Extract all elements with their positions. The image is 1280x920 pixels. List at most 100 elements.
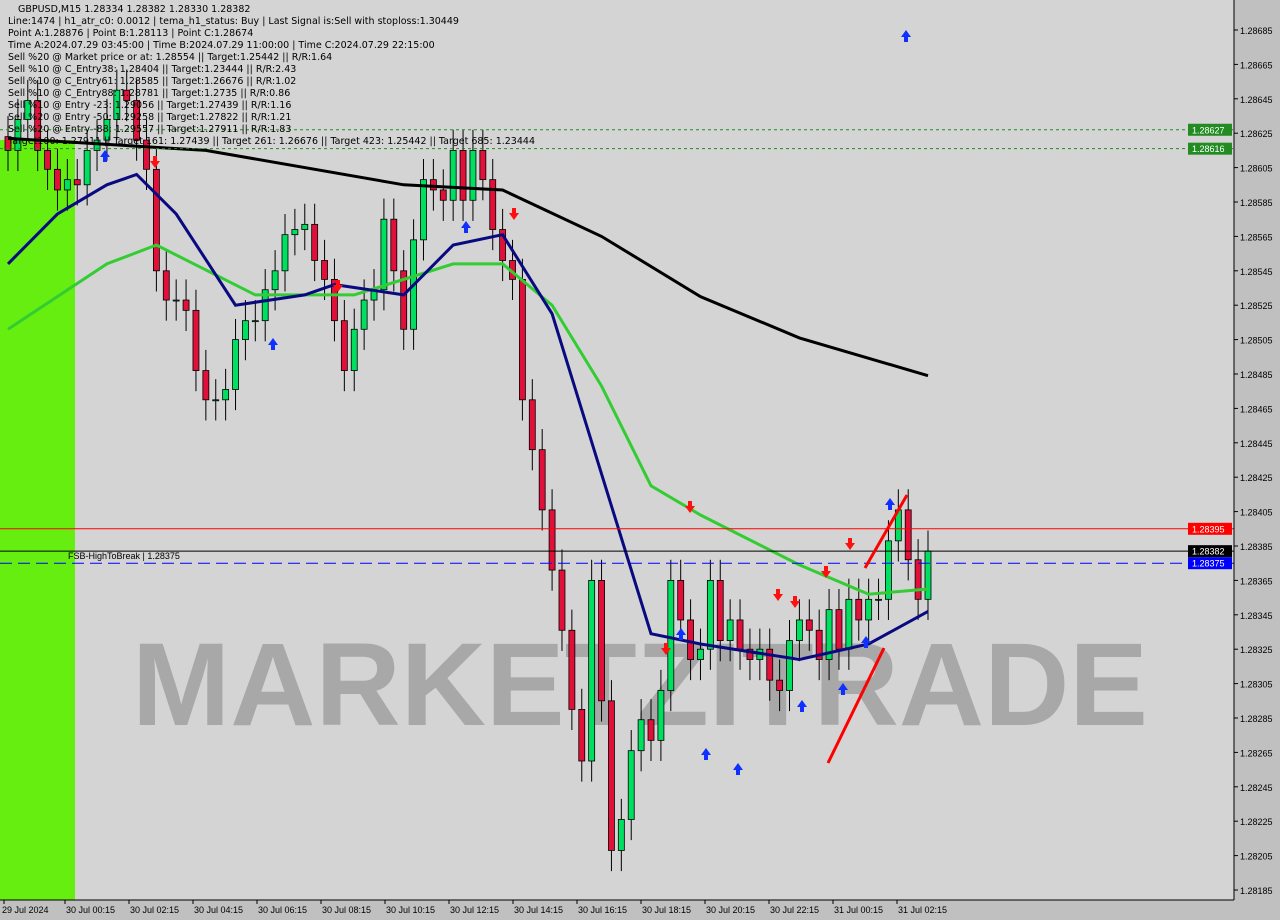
candle-body bbox=[4, 136, 12, 151]
arrow-up-icon bbox=[676, 628, 686, 640]
candle-body bbox=[766, 648, 774, 681]
candle-body bbox=[914, 559, 922, 600]
candle bbox=[914, 539, 922, 620]
y-tick-label: 1.28505 bbox=[1240, 336, 1273, 346]
x-tick-label: 30 Jul 02:15 bbox=[130, 905, 179, 915]
candle-body bbox=[83, 149, 91, 186]
y-tick-label: 1.28445 bbox=[1240, 439, 1273, 449]
candle-body bbox=[123, 89, 131, 101]
y-tick-label: 1.28605 bbox=[1240, 164, 1273, 174]
info-line: Sell %10 @ C_Entry61: 1.28585 || Target:… bbox=[8, 76, 297, 87]
candle-body bbox=[133, 100, 141, 141]
candle bbox=[825, 589, 833, 681]
candle bbox=[202, 349, 210, 421]
y-tick-label: 1.28205 bbox=[1240, 852, 1273, 862]
candle bbox=[340, 300, 348, 392]
candle-body bbox=[242, 320, 249, 340]
candle bbox=[538, 429, 546, 531]
x-tick-label: 30 Jul 14:15 bbox=[514, 905, 563, 915]
candle bbox=[291, 208, 299, 256]
candle-body bbox=[815, 629, 823, 660]
arrow-down-icon bbox=[685, 501, 695, 513]
candle bbox=[331, 258, 338, 342]
y-tick-label: 1.28325 bbox=[1240, 645, 1273, 655]
price-tag-label: 1.28616 bbox=[1192, 144, 1225, 154]
candle-body bbox=[608, 700, 615, 851]
arrow-up-icon bbox=[100, 150, 110, 162]
candle-body bbox=[14, 119, 22, 151]
y-tick-label: 1.28525 bbox=[1240, 301, 1273, 311]
y-tick-label: 1.28645 bbox=[1240, 95, 1273, 105]
price-tag-label: 1.28375 bbox=[1192, 559, 1225, 569]
price-tag-label: 1.28395 bbox=[1192, 524, 1225, 534]
candle-body bbox=[321, 260, 328, 280]
candle-body bbox=[400, 270, 408, 330]
candle bbox=[637, 699, 645, 772]
candle-body bbox=[795, 619, 803, 642]
candle bbox=[311, 203, 319, 282]
candle-body bbox=[627, 750, 635, 820]
candle-body bbox=[588, 580, 596, 762]
candle bbox=[578, 688, 586, 782]
candle-body bbox=[786, 640, 793, 691]
x-tick-label: 30 Jul 06:15 bbox=[258, 905, 307, 915]
trend-line bbox=[863, 494, 909, 569]
candle-body bbox=[825, 609, 833, 660]
arrow-up-icon bbox=[733, 763, 743, 775]
y-tick-label: 1.28365 bbox=[1240, 576, 1273, 586]
candle bbox=[14, 98, 22, 172]
candle bbox=[281, 214, 289, 292]
y-tick-label: 1.28345 bbox=[1240, 611, 1273, 621]
candle-body bbox=[271, 270, 279, 291]
candle bbox=[4, 116, 12, 172]
info-line: Sell %10 @ Entry -23: 1.29056 || Target:… bbox=[8, 100, 292, 111]
candle-body bbox=[63, 179, 71, 191]
info-line: Time A:2024.07.29 03:45:00 | Time B:2024… bbox=[8, 40, 435, 51]
x-tick-label: 30 Jul 22:15 bbox=[770, 905, 819, 915]
candle-body bbox=[598, 580, 605, 702]
info-line: Sell %10 @ C_Entry38: 1.28404 || Target:… bbox=[8, 64, 297, 75]
candle-body bbox=[360, 299, 368, 330]
candle-body bbox=[548, 509, 556, 571]
candle-body bbox=[716, 580, 724, 642]
candle-body bbox=[528, 399, 536, 451]
candle-body bbox=[736, 619, 744, 650]
candle-body bbox=[558, 569, 566, 631]
info-line: Sell %20 @ Entry -88: 1.29557 || Target:… bbox=[8, 124, 292, 135]
info-line: Line:1474 | h1_atr_c0: 0.0012 | tema_h1_… bbox=[8, 16, 459, 27]
x-tick-label: 31 Jul 00:15 bbox=[834, 905, 883, 915]
candle-body bbox=[657, 690, 665, 741]
candle bbox=[667, 559, 675, 712]
y-tick-label: 1.28185 bbox=[1240, 886, 1273, 896]
candle bbox=[499, 208, 507, 282]
y-tick-label: 1.28545 bbox=[1240, 267, 1273, 277]
candle bbox=[390, 198, 398, 292]
candle-body bbox=[172, 299, 180, 302]
candle-body bbox=[519, 278, 526, 401]
candle-body bbox=[182, 299, 190, 311]
candle bbox=[469, 129, 477, 221]
level-label: FSB-HighToBreak | 1.28375 bbox=[68, 551, 180, 561]
candle bbox=[568, 609, 576, 731]
arrow-up-icon bbox=[838, 683, 848, 695]
candle-body bbox=[73, 179, 81, 186]
y-tick-label: 1.28265 bbox=[1240, 748, 1273, 758]
candle bbox=[706, 559, 714, 670]
arrow-up-icon bbox=[797, 700, 807, 712]
x-tick-label: 30 Jul 04:15 bbox=[194, 905, 243, 915]
arrow-up-icon bbox=[461, 221, 471, 233]
candle bbox=[588, 559, 596, 782]
arrow-up-icon bbox=[268, 338, 278, 350]
candle-body bbox=[261, 289, 269, 322]
y-tick-label: 1.28225 bbox=[1240, 817, 1273, 827]
candle-body bbox=[637, 719, 645, 752]
candle-body bbox=[380, 218, 388, 291]
candle-body bbox=[904, 509, 912, 561]
y-tick-label: 1.28665 bbox=[1240, 60, 1273, 70]
info-line: Target100: 1.27911 || Target 161: 1.2743… bbox=[8, 136, 535, 147]
y-tick-label: 1.28625 bbox=[1240, 129, 1273, 139]
candle bbox=[459, 129, 467, 221]
candle bbox=[261, 269, 269, 342]
